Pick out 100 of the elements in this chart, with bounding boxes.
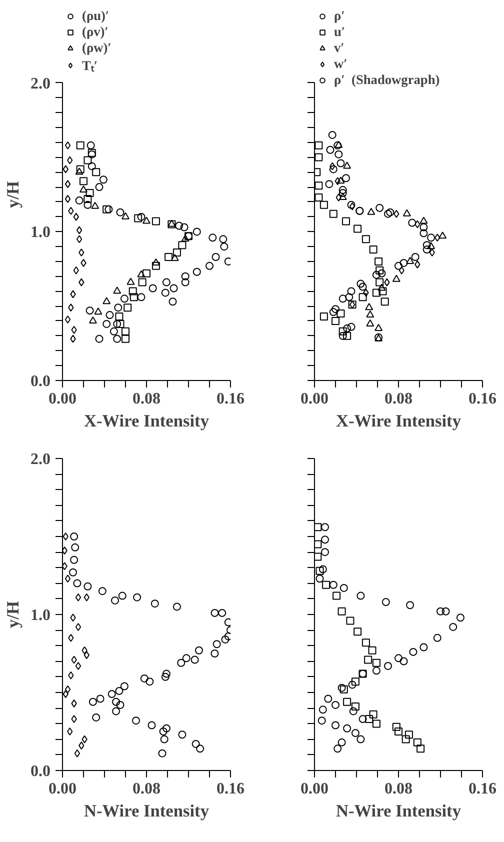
point (351, 729, 360, 738)
y-tick-label: 0.0 (30, 763, 50, 780)
point (338, 684, 346, 692)
point (84, 194, 92, 203)
point (420, 643, 428, 652)
point (148, 284, 157, 292)
point (320, 312, 328, 321)
point (116, 208, 124, 216)
x-tick-label: 0.16 (468, 390, 496, 408)
point (316, 574, 324, 583)
point (363, 288, 369, 297)
point (422, 241, 431, 250)
point (427, 234, 436, 242)
point (152, 217, 160, 226)
point (351, 702, 360, 711)
point (314, 540, 322, 548)
point (172, 602, 181, 611)
legend-label: v′ (334, 40, 346, 56)
point (402, 735, 410, 744)
point (314, 523, 322, 532)
point (113, 286, 122, 294)
point (366, 319, 374, 326)
legend-label: (ρu)′ (82, 8, 110, 24)
point (384, 278, 390, 286)
point (358, 715, 367, 724)
point (64, 315, 71, 324)
point (398, 266, 404, 274)
point (86, 141, 95, 150)
point (88, 698, 97, 706)
point (75, 622, 82, 631)
x-axis-title: N-Wire Intensity (336, 802, 462, 820)
point (372, 720, 380, 728)
point (358, 282, 367, 291)
point (122, 327, 130, 336)
point (320, 200, 328, 209)
point (338, 327, 347, 336)
point (365, 303, 374, 310)
point (340, 584, 348, 592)
point (332, 592, 341, 600)
point (71, 543, 80, 552)
y-tick-label: 1.0 (30, 607, 50, 624)
point (343, 162, 352, 169)
point (372, 666, 380, 675)
point (354, 628, 362, 636)
point (116, 320, 124, 328)
point (161, 672, 170, 681)
x-tick-label: 0.08 (132, 390, 160, 408)
point (68, 206, 74, 215)
point (162, 724, 170, 732)
point (95, 334, 104, 343)
point (80, 177, 88, 186)
point (68, 304, 74, 312)
x-tick-label: 0.08 (132, 780, 160, 798)
point (71, 326, 77, 334)
point (343, 324, 352, 332)
point (372, 288, 380, 297)
point (92, 713, 100, 722)
point (210, 650, 219, 658)
point (365, 715, 374, 724)
point (400, 657, 408, 666)
point (356, 280, 365, 288)
point (354, 224, 362, 233)
point (195, 646, 203, 654)
point (132, 716, 140, 725)
point (364, 656, 372, 664)
point (152, 258, 160, 266)
point (82, 735, 88, 744)
legend-label: (ρw)′ (82, 40, 112, 56)
point (158, 749, 166, 758)
point (75, 662, 82, 670)
point (64, 141, 71, 150)
point (73, 212, 79, 221)
y-tick-label: 2.0 (30, 75, 50, 92)
x-tick-label: 0.00 (300, 390, 328, 408)
point (394, 728, 402, 736)
point (102, 320, 111, 328)
point (76, 141, 84, 150)
point (368, 646, 376, 654)
point (84, 156, 92, 164)
point (146, 678, 154, 686)
point (137, 293, 146, 302)
point (422, 246, 431, 254)
point (162, 670, 170, 678)
point (206, 262, 214, 270)
x-tick-label: 0.00 (48, 390, 76, 408)
point (84, 593, 90, 602)
x-tick-label: 0.16 (468, 780, 496, 798)
point (181, 234, 190, 242)
point (329, 308, 338, 316)
point (192, 268, 201, 276)
point (73, 579, 82, 588)
point (113, 320, 122, 328)
point (356, 735, 365, 744)
point (76, 226, 82, 234)
point (394, 654, 402, 662)
point (126, 278, 135, 285)
point (111, 596, 119, 604)
point (64, 180, 71, 188)
point (106, 311, 114, 320)
point (76, 165, 84, 174)
